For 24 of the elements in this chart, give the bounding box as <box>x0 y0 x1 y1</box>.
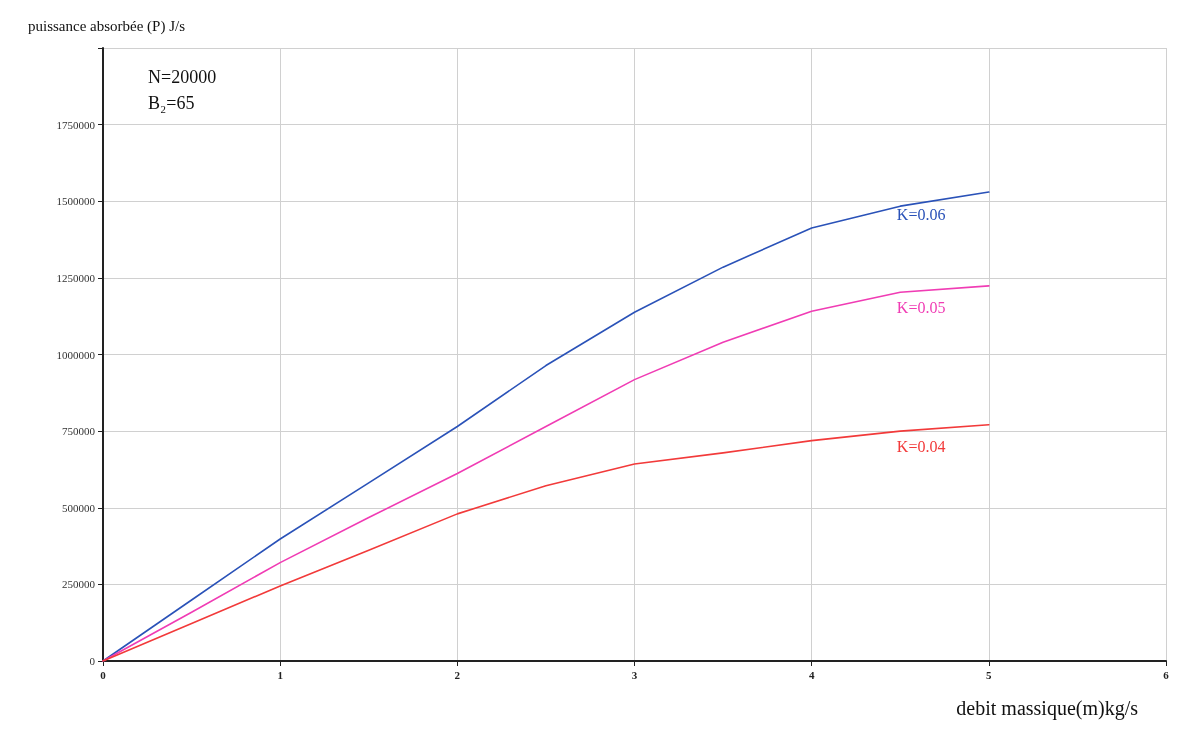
series-label: K=0.04 <box>896 438 946 456</box>
line-series <box>102 191 990 662</box>
y-tick-label: 500000 <box>62 501 96 514</box>
y-tick-label: 1250000 <box>56 271 96 284</box>
x-tick-label: 5 <box>986 668 993 681</box>
series-label: K=0.05 <box>896 299 946 317</box>
y-tick-label: 250000 <box>62 578 96 591</box>
y-tick-label: 0 <box>89 655 96 667</box>
series-label: K=0.06 <box>896 205 946 223</box>
y-tick-label: 1000000 <box>56 348 96 361</box>
annotation: N=20000 <box>148 67 217 87</box>
y-axis-title: puissance absorbée (P) J/s <box>28 17 186 35</box>
x-tick-label: 4 <box>808 668 815 681</box>
x-tick-label: 1 <box>277 668 283 681</box>
x-axis-title: debit massique(m)kg/s <box>956 697 1139 720</box>
y-tick-label: 1500000 <box>56 195 96 208</box>
line-series <box>102 423 990 662</box>
y-tick-label: 750000 <box>62 425 96 438</box>
x-tick-label: 3 <box>631 668 638 681</box>
x-tick-label: 2 <box>454 668 461 681</box>
y-tick-label: 1750000 <box>56 118 96 131</box>
annotation: B₂=65 <box>148 93 195 113</box>
x-tick-label: 6 <box>1163 668 1170 681</box>
x-tick-label: 0 <box>100 668 107 681</box>
